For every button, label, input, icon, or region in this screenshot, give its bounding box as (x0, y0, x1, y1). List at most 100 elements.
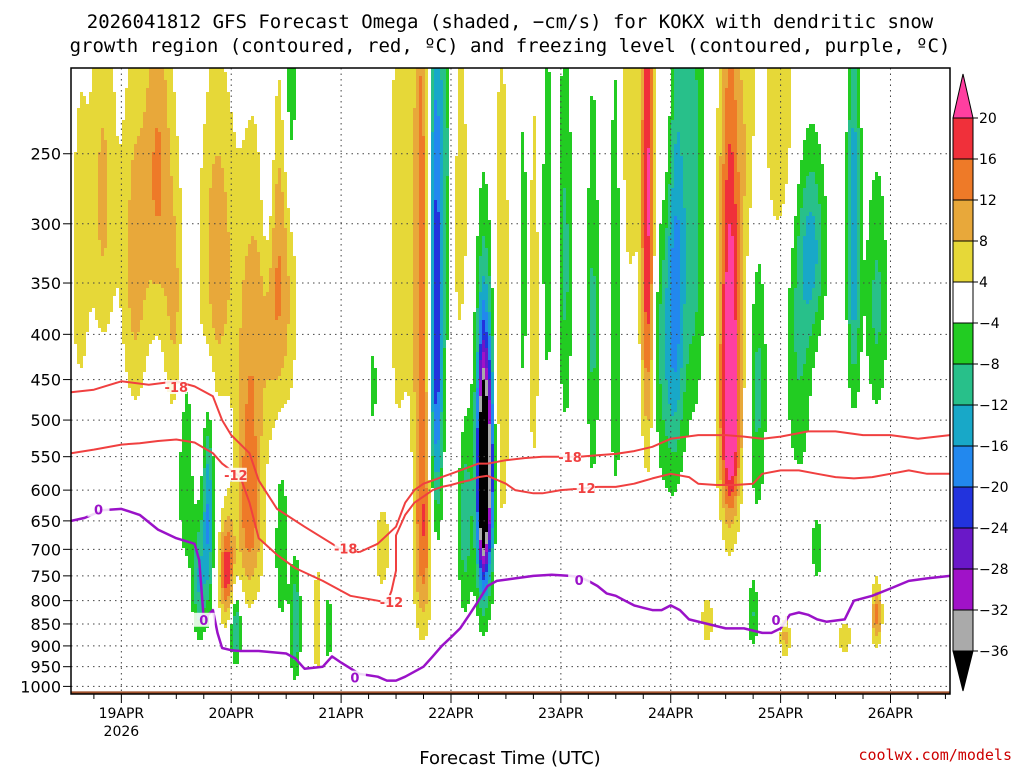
omega-cell (287, 348, 296, 352)
omega-cell (440, 188, 443, 192)
omega-cell (371, 412, 374, 416)
omega-cell (668, 200, 671, 204)
omega-cell (797, 356, 806, 360)
omega-cell (611, 304, 620, 308)
omega-cell (722, 148, 725, 152)
omega-cell (737, 336, 740, 340)
omega-cell (491, 324, 494, 328)
omega-cell (737, 392, 740, 396)
omega-cell (455, 208, 467, 212)
omega-cell (434, 264, 440, 268)
omega-cell (479, 308, 482, 312)
omega-cell (866, 252, 887, 256)
omega-cell (716, 156, 719, 160)
omega-cell (254, 424, 263, 428)
omega-cell (698, 216, 704, 220)
omega-cell (560, 92, 569, 96)
omega-cell (446, 124, 449, 128)
omega-cell (743, 296, 746, 300)
omega-cell (107, 144, 134, 148)
omega-cell (440, 140, 443, 144)
omega-cell (167, 376, 179, 380)
omega-cell (857, 308, 860, 312)
omega-cell (521, 324, 527, 328)
omega-cell (860, 196, 863, 200)
omega-cell (725, 240, 728, 244)
omega-cell (476, 240, 482, 244)
omega-cell (848, 200, 851, 204)
omega-cell (128, 232, 176, 236)
omega-cell (641, 68, 644, 72)
omega-cell (668, 284, 671, 288)
omega-cell (848, 172, 851, 176)
omega-cell (659, 240, 665, 244)
omega-cell (413, 168, 419, 172)
omega-cell (107, 180, 131, 184)
omega-cell (485, 340, 488, 344)
omega-cell (290, 128, 293, 132)
omega-cell (653, 184, 656, 188)
omega-cell (791, 272, 797, 276)
omega-cell (239, 404, 245, 408)
omega-cell (680, 288, 686, 292)
omega-cell (245, 424, 254, 428)
omega-cell (596, 296, 599, 300)
omega-cell (392, 204, 413, 208)
omega-cell (488, 356, 491, 360)
omega-cell (875, 272, 881, 276)
omega-cell (419, 420, 425, 424)
omega-cell (740, 280, 743, 284)
omega-cell (740, 76, 755, 80)
omega-cell (425, 204, 428, 208)
omega-cell (848, 220, 851, 224)
omega-cell (845, 156, 848, 160)
omega-cell (872, 180, 881, 184)
omega-cell (521, 340, 524, 344)
omega-cell (869, 360, 884, 364)
omega-cell (542, 264, 551, 268)
omega-cell (458, 68, 464, 72)
omega-cell (215, 328, 224, 332)
omega-cell (440, 328, 443, 332)
omega-cell (227, 228, 263, 232)
omega-cell (665, 228, 671, 232)
omega-cell (419, 220, 425, 224)
omega-cell (740, 224, 743, 228)
omega-cell (845, 256, 848, 260)
omega-cell (560, 76, 569, 80)
omega-cell (209, 80, 227, 84)
omega-cell (680, 232, 686, 236)
omega-cell (542, 176, 551, 180)
omega-cell (77, 348, 86, 352)
omega-cell (656, 320, 659, 324)
omega-cell (638, 332, 641, 336)
omega-cell (167, 96, 176, 100)
omega-cell (206, 108, 230, 112)
omega-cell (440, 160, 443, 164)
omega-cell (722, 164, 728, 168)
omega-cell (878, 260, 887, 264)
omega-cell (482, 280, 485, 284)
omega-cell (734, 152, 737, 156)
omega-cell (590, 156, 596, 160)
omega-cell (443, 156, 449, 160)
omega-cell (476, 352, 479, 356)
omega-cell (131, 184, 152, 188)
omega-cell (74, 164, 98, 168)
omega-cell (800, 376, 812, 380)
omega-cell (623, 96, 641, 100)
omega-cell (521, 360, 524, 364)
omega-cell (476, 404, 479, 408)
omega-cell (530, 300, 539, 304)
omega-cell (455, 204, 467, 208)
omega-cell (611, 180, 617, 184)
omega-cell (248, 124, 257, 128)
omega-cell (806, 216, 815, 220)
omega-cell (560, 296, 563, 300)
omega-cell (413, 172, 419, 176)
omega-cell (623, 160, 641, 164)
omega-cell (815, 172, 824, 176)
omega-cell (413, 328, 419, 332)
omega-cell (560, 220, 563, 224)
omega-cell (497, 320, 509, 324)
